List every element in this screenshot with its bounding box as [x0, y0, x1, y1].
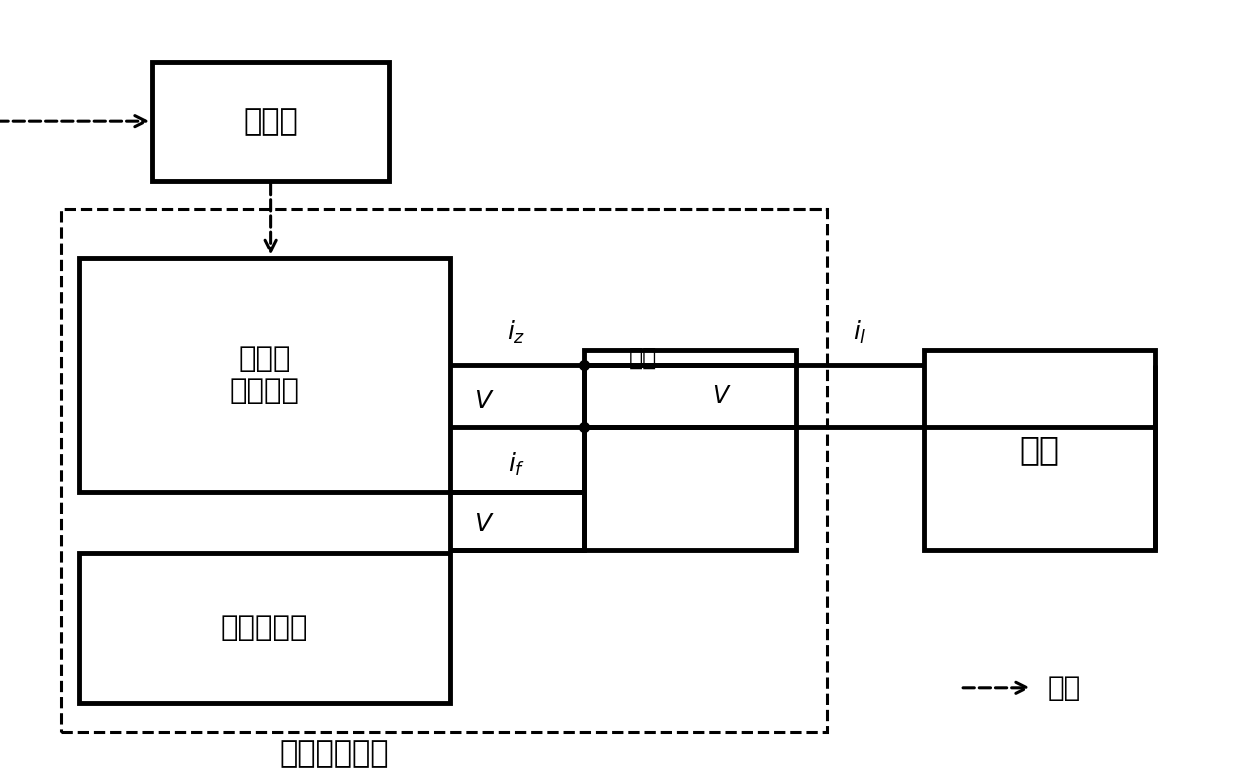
Text: $i_z$: $i_z$ [507, 319, 526, 346]
Text: 混合动力系统: 混合动力系统 [280, 739, 389, 768]
Text: 负载: 负载 [1019, 433, 1059, 466]
Bar [79, 257, 450, 492]
Text: 总线: 总线 [629, 346, 657, 369]
Text: $V$: $V$ [474, 512, 495, 535]
Bar [61, 209, 827, 731]
Bar [79, 554, 450, 703]
Text: 电流型
主能量源: 电流型 主能量源 [229, 344, 300, 405]
Text: 辅助能量源: 辅助能量源 [221, 614, 309, 642]
Text: 信号: 信号 [1048, 673, 1081, 702]
Text: $i_f$: $i_f$ [508, 451, 526, 478]
Text: $V$: $V$ [712, 384, 732, 408]
Text: $i_l$: $i_l$ [853, 319, 867, 346]
Bar [450, 492, 584, 550]
Text: 控制器: 控制器 [243, 107, 298, 136]
Bar [584, 350, 796, 550]
Text: $V$: $V$ [474, 389, 495, 412]
Bar [153, 62, 389, 181]
Bar [924, 350, 1154, 550]
